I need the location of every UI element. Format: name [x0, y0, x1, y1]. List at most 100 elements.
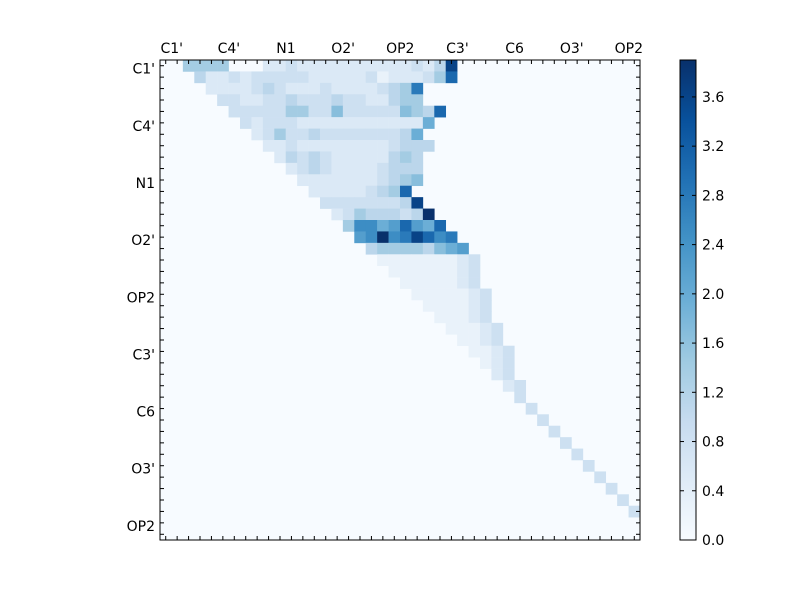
heatmap-cell: [422, 265, 435, 278]
heatmap-cell: [365, 208, 378, 221]
heatmap-cell: [388, 162, 401, 175]
heatmap-cell: [457, 242, 469, 255]
heatmap-cell: [262, 82, 275, 95]
heatmap-cell: [422, 105, 435, 118]
heatmap-cell: [445, 311, 458, 324]
heatmap-cell: [411, 82, 424, 95]
heatmap-cell: [388, 265, 401, 278]
heatmap-cell: [274, 140, 287, 152]
heatmap-cell: [457, 277, 469, 289]
heatmap-cell: [274, 117, 287, 129]
heatmap-cell: [400, 71, 412, 84]
heatmap-cell: [514, 391, 527, 404]
heatmap-cell: [400, 140, 412, 152]
heatmap-cell: [434, 71, 447, 84]
heatmap-cell: [274, 128, 287, 141]
heatmap-cell: [297, 128, 309, 141]
heatmap-cell: [331, 151, 344, 164]
heatmap-cell: [274, 71, 287, 84]
heatmap-cell: [411, 140, 424, 152]
heatmap-cell: [388, 71, 401, 84]
heatmap-cell: [377, 71, 389, 84]
heatmap-cell: [445, 288, 458, 301]
heatmap-cell: [251, 117, 264, 129]
axis-labels: C1' C4' N1 O2' OP2 C3' C6 O3' OP2 C1' C4' N1 O2' OP2 C…: [127, 41, 643, 535]
heatmap-cell: [468, 345, 481, 358]
heatmap-cell: [354, 174, 367, 187]
heatmap-cell: [342, 117, 355, 129]
heatmap-cell: [354, 105, 367, 118]
heatmap-cell: [251, 105, 264, 118]
heatmap-cell: [240, 71, 252, 84]
heatmap-cell: [297, 71, 309, 84]
heatmap-cell: [400, 94, 412, 107]
heatmap-cell: [365, 185, 378, 198]
heatmap-cell: [354, 94, 367, 107]
heatmap-cell: [354, 151, 367, 164]
heatmap-cell: [377, 208, 389, 221]
heatmap-cell: [411, 231, 424, 244]
heatmap-cell: [388, 254, 401, 267]
heatmap-cell: [411, 60, 424, 72]
y-tick-label: C6: [136, 405, 155, 421]
heatmap-cell: [285, 105, 298, 118]
heatmap-cell: [400, 254, 412, 267]
heatmap-cell: [537, 414, 549, 427]
colorbar-tick-label: 3.6: [702, 90, 724, 106]
heatmap-cell: [411, 288, 424, 301]
heatmap-cell: [342, 151, 355, 164]
heatmap-cell: [354, 60, 367, 72]
heatmap-cell: [411, 174, 424, 187]
x-tick-label: C3': [446, 41, 469, 57]
heatmap-cell: [251, 128, 264, 141]
y-tick-label: C4': [132, 119, 155, 135]
heatmap-cell: [354, 220, 367, 232]
heatmap-cell: [445, 300, 458, 312]
colorbar-tick-label: 0.4: [702, 484, 724, 500]
heatmap-cell: [331, 174, 344, 187]
heatmap-cell: [457, 254, 469, 267]
heatmap-cell: [354, 231, 367, 244]
x-tick-label: O3': [560, 41, 584, 57]
heatmap-cell: [320, 82, 332, 95]
heatmap-cell: [377, 82, 389, 95]
heatmap-cell: [434, 220, 447, 232]
heatmap-cell: [285, 117, 298, 129]
heatmap-cell: [400, 151, 412, 164]
heatmap-cell: [331, 117, 344, 129]
x-tick-label: N1: [276, 41, 295, 57]
heatmap-cell: [388, 174, 401, 187]
heatmap-cell: [354, 128, 367, 141]
heatmap-cell: [388, 208, 401, 221]
heatmap-cell: [365, 220, 378, 232]
heatmap-cell: [308, 94, 321, 107]
heatmap-cell: [457, 334, 469, 347]
heatmap-cell: [365, 71, 378, 84]
heatmap-cell: [434, 311, 447, 324]
heatmap-cell: [468, 311, 481, 324]
heatmap-cell: [411, 242, 424, 255]
heatmap-cell: [502, 345, 515, 358]
heatmap-cell: [457, 288, 469, 301]
heatmap-cell: [388, 242, 401, 255]
colorbar-tick-label: 2.0: [702, 287, 724, 303]
heatmap-cell: [285, 60, 298, 72]
y-tick-label: O2': [131, 233, 155, 249]
heatmap-cell: [285, 128, 298, 141]
heatmap-cell: [411, 277, 424, 289]
heatmap-cell: [297, 162, 309, 175]
x-tick-label: OP2: [615, 41, 643, 57]
heatmap-cell: [445, 71, 458, 84]
heatmap-cell: [365, 197, 378, 209]
heatmap-cell: [502, 380, 515, 392]
heatmap-cell: [365, 94, 378, 107]
heatmap-cell: [217, 94, 229, 107]
heatmap-cell: [262, 117, 275, 129]
heatmap-cell: [251, 94, 264, 107]
heatmap-cell: [274, 151, 287, 164]
heatmap-cell: [377, 128, 389, 141]
heatmap-cell: [308, 151, 321, 164]
y-tick-label: C1': [132, 62, 155, 78]
heatmap-cell: [400, 231, 412, 244]
